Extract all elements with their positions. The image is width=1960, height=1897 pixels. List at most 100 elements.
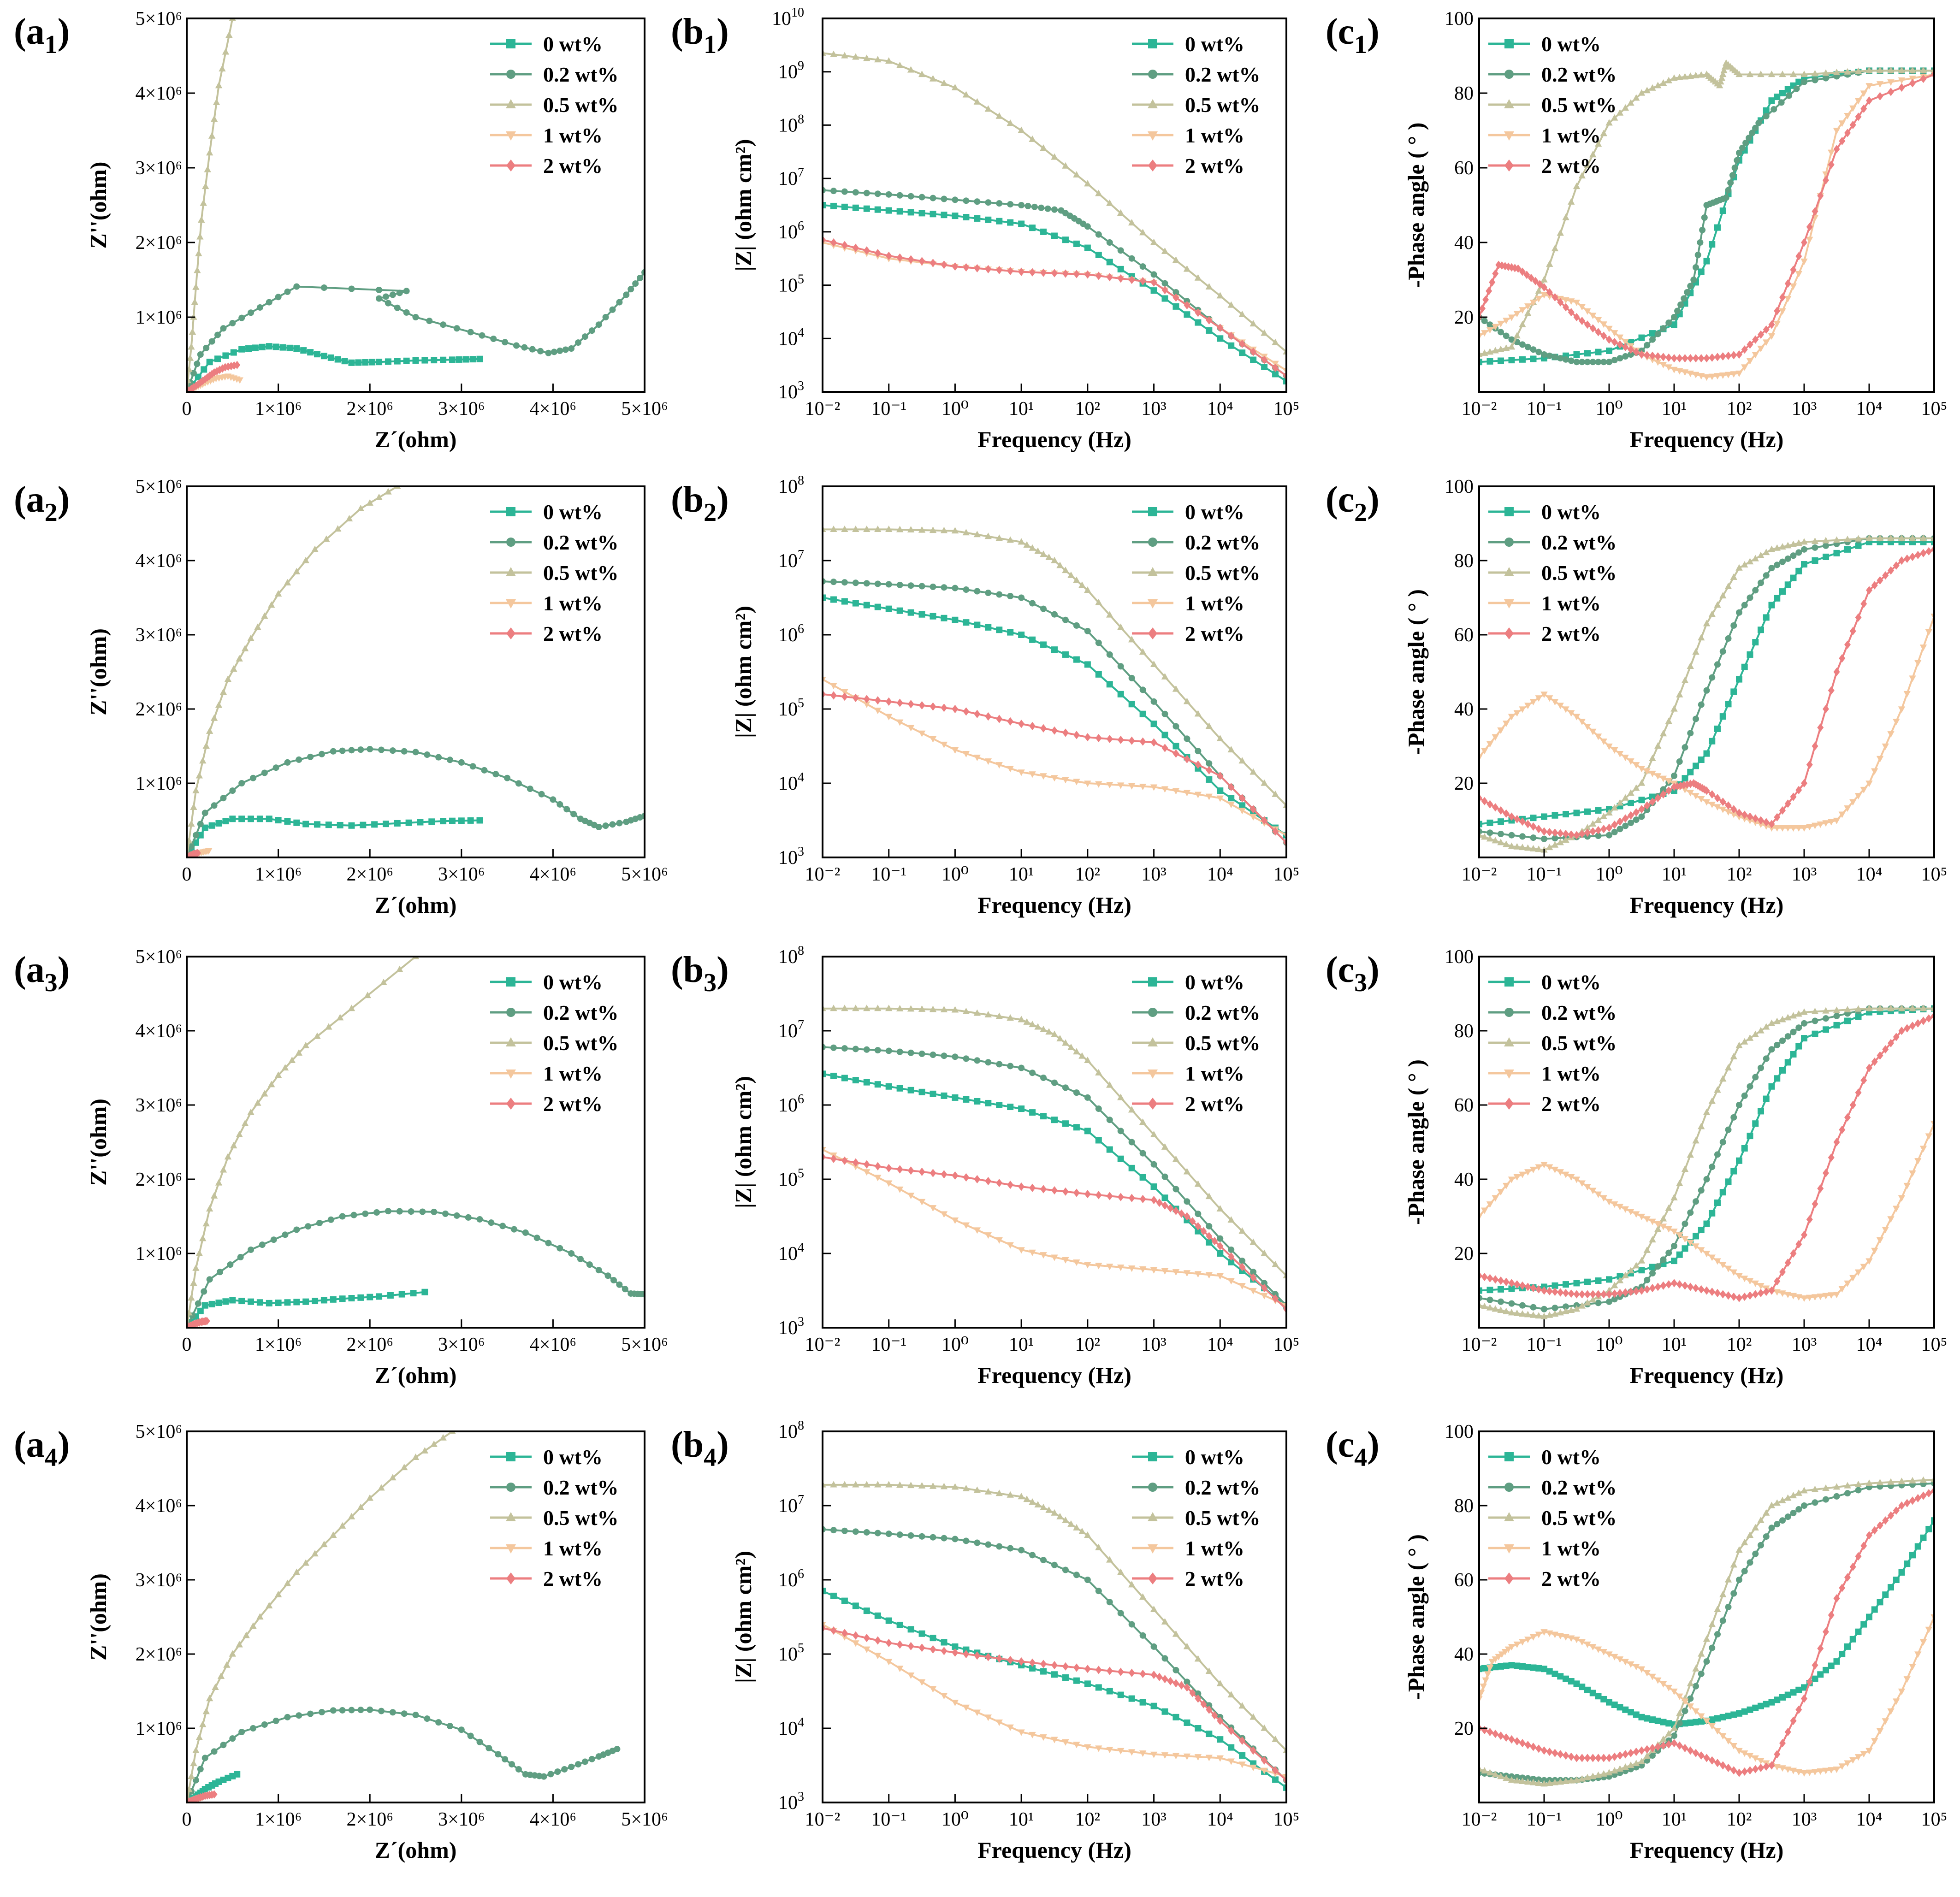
data-point-b2-1-8: [907, 582, 914, 589]
data-point-b1-0-0: [823, 202, 826, 208]
data-point-a4-1-23: [401, 1710, 408, 1717]
data-point-c3-1-11: [1595, 1300, 1602, 1306]
data-point-b2-1-28: [1128, 674, 1135, 681]
data-point-a3-2-1: [187, 1309, 193, 1316]
data-point-c2-0-0: [1479, 821, 1482, 827]
data-point-c4-1-50: [1747, 1559, 1753, 1566]
data-point-a3-1-10: [270, 1236, 277, 1243]
data-point-b1-2-30: [1150, 238, 1158, 245]
data-point-b4-4-29: [1139, 1669, 1146, 1678]
data-point-c3-3-17: [1568, 1174, 1575, 1181]
y-tick-label: 105: [778, 1641, 804, 1665]
data-point-a4-1-44: [568, 1763, 575, 1770]
data-point-a4-2-7: [202, 1708, 210, 1714]
data-point-b3-2-23: [1045, 1028, 1053, 1035]
data-point-c1-1-24: [1606, 359, 1612, 366]
data-point-c2-4-76: [1855, 613, 1862, 622]
data-point-c1-3-32: [1649, 357, 1656, 364]
data-point-b4-1-32: [1172, 1667, 1179, 1673]
data-point-b2-1-20: [1040, 605, 1047, 612]
data-point-c4-4-34: [1660, 1741, 1667, 1750]
data-point-a1-0-40: [476, 355, 483, 362]
data-point-c2-4-52: [1725, 801, 1732, 810]
data-point-c4-4-52: [1758, 1763, 1764, 1772]
data-point-b1-4-11: [941, 260, 947, 269]
data-point-b2-0-0: [823, 594, 826, 601]
data-point-b3-2-5: [874, 1005, 882, 1011]
legend-marker: [506, 1008, 515, 1017]
data-point-c3-4-7: [1514, 1280, 1521, 1289]
data-point-c1-4-63: [1784, 279, 1791, 288]
data-point-b2-4-15: [985, 712, 992, 721]
data-point-b4-0-6: [885, 1617, 892, 1624]
data-point-a1-0-13: [272, 343, 279, 350]
data-point-c1-4-17: [1536, 280, 1543, 289]
data-point-a4-0-16: [234, 1771, 241, 1778]
data-point-b1-4-31: [1161, 286, 1168, 295]
data-point-b1-0-3: [852, 204, 859, 211]
data-point-b4-1-25: [1095, 1588, 1102, 1595]
y-tick-label: 3×10⁶: [136, 625, 182, 646]
data-point-b4-0-11: [941, 1639, 947, 1646]
data-point-b3-4-16: [996, 1178, 1003, 1188]
data-point-c1-3-76: [1909, 76, 1916, 82]
data-point-c3-3-32: [1649, 1218, 1656, 1225]
data-point-b2-4-36: [1217, 771, 1224, 780]
data-point-b1-0-31: [1161, 295, 1168, 302]
data-point-b4-0-26: [1106, 1688, 1113, 1695]
y-tick-label: 106: [778, 219, 804, 243]
data-point-c4-2-37: [1676, 1709, 1683, 1716]
data-point-b3-3-27: [1117, 1265, 1125, 1271]
data-point-c3-0-27: [1719, 1189, 1726, 1196]
x-tick-label: 0: [182, 1809, 192, 1830]
data-point-c4-4-35: [1665, 1740, 1672, 1749]
data-point-b2-0-7: [896, 607, 903, 614]
data-point-c1-3-73: [1876, 81, 1884, 88]
data-point-b3-1-2: [841, 1045, 848, 1052]
data-point-b4-4-3: [852, 1631, 859, 1640]
data-point-c3-3-56: [1779, 1290, 1786, 1297]
data-point-c4-0-60: [1801, 1684, 1807, 1691]
legend-label: 2 wt%: [1185, 1092, 1244, 1116]
data-point-c3-2-31: [1643, 1246, 1651, 1253]
data-point-c1-2-13: [1546, 260, 1553, 267]
data-point-c1-1-61: [1739, 144, 1746, 151]
data-point-a2-2-2: [188, 820, 195, 827]
data-point-b2-1-5: [874, 580, 881, 587]
data-point-c4-3-65: [1795, 1769, 1802, 1776]
data-point-b4-0-42: [1283, 1784, 1286, 1791]
data-point-b3-0-7: [896, 1085, 903, 1092]
data-point-c1-1-11: [1535, 349, 1542, 355]
data-point-c1-2-72: [1865, 67, 1873, 73]
data-point-c3-0-34: [1758, 1108, 1764, 1115]
data-point-a1-1-23: [382, 293, 389, 300]
legend-marker: [1148, 977, 1157, 987]
data-point-a3-1-7: [237, 1254, 244, 1261]
x-axis-title: Frequency (Hz): [977, 1362, 1131, 1388]
data-point-c3-4-24: [1606, 1290, 1612, 1299]
data-point-a4-2-17: [266, 1602, 273, 1608]
data-point-c1-3-69: [1849, 105, 1857, 112]
data-point-c2-3-8: [1519, 706, 1526, 713]
y-tick-label: 2×10⁶: [136, 699, 182, 720]
data-point-c2-1-17: [1633, 816, 1640, 823]
data-point-a1-0-22: [334, 356, 341, 363]
data-point-c4-0-78: [1898, 1569, 1905, 1576]
data-point-a3-0-9: [238, 1298, 245, 1305]
data-point-c1-4-26: [1584, 320, 1591, 329]
data-point-b1-2-20: [1040, 144, 1047, 151]
data-point-c2-3-68: [1844, 805, 1851, 812]
data-point-b3-1-9: [918, 1050, 925, 1057]
data-point-a4-1-26: [435, 1719, 442, 1726]
data-point-c4-4-49: [1741, 1767, 1748, 1776]
data-point-c2-3-3: [1492, 734, 1499, 741]
data-point-c4-4-51: [1752, 1765, 1759, 1773]
data-point-a2-3-12: [205, 848, 213, 855]
legend-label: 0.5 wt%: [1185, 1031, 1261, 1055]
data-point-b1-2-40: [1261, 329, 1268, 336]
data-point-b1-1-15: [985, 199, 992, 206]
data-point-c2-3-65: [1828, 819, 1835, 826]
data-point-b2-2-22: [1040, 550, 1047, 557]
data-point-c2-4-88: [1920, 549, 1927, 557]
data-point-a3-0-3: [197, 1307, 204, 1314]
